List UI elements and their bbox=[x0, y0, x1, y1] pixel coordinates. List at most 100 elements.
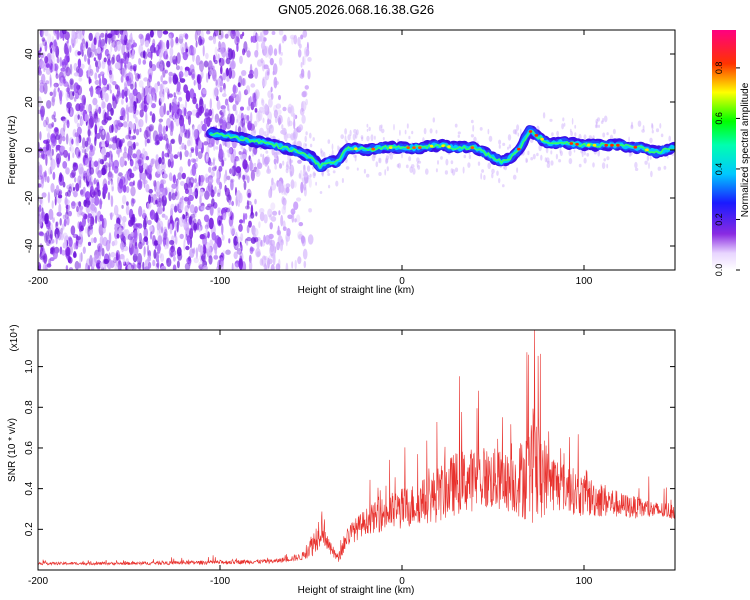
noise-speckle bbox=[215, 78, 219, 90]
noise-speckle bbox=[248, 155, 251, 162]
noise-speckle bbox=[131, 198, 136, 204]
halo-speckle bbox=[243, 147, 246, 151]
noise-speckle bbox=[183, 107, 187, 117]
noise-speckle bbox=[195, 40, 198, 48]
noise-speckle bbox=[202, 88, 207, 95]
noise-speckle bbox=[127, 51, 130, 59]
halo-speckle bbox=[606, 163, 609, 169]
noise-speckle bbox=[140, 34, 145, 46]
noise-speckle bbox=[87, 241, 92, 246]
noise-speckle bbox=[219, 81, 224, 87]
noise-speckle bbox=[134, 81, 137, 90]
noise-speckle bbox=[93, 37, 97, 46]
halo-speckle bbox=[253, 120, 258, 127]
noise-speckle bbox=[145, 156, 150, 161]
noise-speckle bbox=[280, 129, 286, 135]
halo-speckle bbox=[628, 152, 632, 157]
noise-speckle bbox=[123, 229, 128, 237]
noise-speckle bbox=[202, 45, 205, 57]
noise-speckle bbox=[203, 60, 209, 68]
noise-speckle bbox=[161, 83, 165, 93]
halo-speckle bbox=[236, 157, 240, 162]
noise-speckle bbox=[282, 106, 287, 112]
noise-speckle bbox=[176, 65, 180, 71]
noise-speckle bbox=[184, 205, 189, 214]
noise-speckle bbox=[174, 235, 178, 245]
noise-speckle bbox=[149, 60, 153, 69]
halo-speckle bbox=[451, 168, 456, 176]
noise-speckle bbox=[68, 152, 70, 162]
noise-speckle bbox=[259, 258, 264, 266]
noise-speckle bbox=[179, 151, 182, 161]
noise-speckle bbox=[170, 203, 175, 211]
halo-speckle bbox=[646, 155, 650, 162]
noise-speckle bbox=[102, 258, 107, 265]
noise-speckle bbox=[246, 50, 251, 58]
noise-speckle bbox=[183, 182, 189, 191]
noise-speckle bbox=[107, 180, 110, 185]
noise-speckle bbox=[218, 41, 222, 50]
noise-speckle bbox=[272, 210, 278, 216]
noise-speckle bbox=[132, 166, 137, 172]
noise-speckle bbox=[76, 206, 79, 213]
noise-speckle bbox=[41, 52, 46, 59]
noise-speckle bbox=[184, 150, 189, 158]
noise-speckle bbox=[95, 179, 100, 187]
noise-speckle bbox=[93, 196, 100, 206]
noise-speckle bbox=[97, 189, 101, 197]
noise-speckle bbox=[201, 123, 207, 132]
noise-speckle bbox=[38, 175, 43, 180]
noise-speckle bbox=[179, 78, 186, 83]
noise-speckle bbox=[293, 119, 296, 130]
halo-speckle bbox=[481, 169, 485, 173]
halo-speckle bbox=[289, 171, 293, 178]
halo-speckle bbox=[235, 109, 238, 116]
noise-speckle bbox=[69, 63, 73, 75]
halo-speckle bbox=[502, 142, 506, 146]
halo-speckle bbox=[396, 163, 400, 168]
noise-speckle bbox=[55, 153, 62, 165]
noise-speckle bbox=[218, 57, 225, 67]
noise-speckle bbox=[165, 125, 168, 132]
halo-speckle bbox=[601, 162, 606, 170]
noise-speckle bbox=[47, 132, 51, 139]
noise-speckle bbox=[63, 81, 69, 87]
noise-speckle bbox=[155, 154, 159, 161]
noise-speckle bbox=[44, 41, 48, 52]
noise-speckle bbox=[125, 205, 130, 216]
halo-speckle bbox=[644, 160, 648, 165]
halo-speckle bbox=[361, 136, 364, 141]
noise-speckle bbox=[307, 57, 312, 62]
noise-speckle bbox=[105, 239, 111, 252]
noise-speckle bbox=[84, 113, 88, 123]
noise-speckle bbox=[110, 30, 116, 36]
noise-speckle bbox=[158, 124, 163, 135]
noise-speckle bbox=[172, 103, 178, 113]
noise-speckle bbox=[138, 80, 144, 88]
noise-speckle bbox=[118, 179, 124, 189]
noise-speckle bbox=[53, 88, 57, 98]
halo-speckle bbox=[602, 132, 606, 138]
noise-speckle bbox=[65, 246, 71, 257]
halo-speckle bbox=[249, 119, 252, 123]
noise-speckle bbox=[205, 226, 208, 237]
halo-speckle bbox=[344, 135, 347, 142]
noise-speckle bbox=[103, 57, 107, 63]
noise-speckle bbox=[241, 77, 247, 87]
noise-speckle bbox=[122, 256, 126, 265]
halo-speckle bbox=[212, 157, 216, 162]
noise-speckle bbox=[238, 90, 242, 103]
halo-speckle bbox=[236, 118, 239, 124]
noise-speckle bbox=[172, 264, 177, 270]
noise-speckle bbox=[65, 87, 71, 93]
noise-speckle bbox=[114, 124, 118, 134]
halo-speckle bbox=[353, 154, 357, 158]
halo-speckle bbox=[401, 152, 403, 159]
noise-speckle bbox=[205, 185, 212, 197]
noise-speckle bbox=[132, 112, 137, 119]
noise-speckle bbox=[65, 66, 71, 77]
noise-speckle bbox=[147, 51, 153, 58]
noise-speckle bbox=[190, 182, 193, 188]
halo-speckle bbox=[540, 154, 543, 161]
